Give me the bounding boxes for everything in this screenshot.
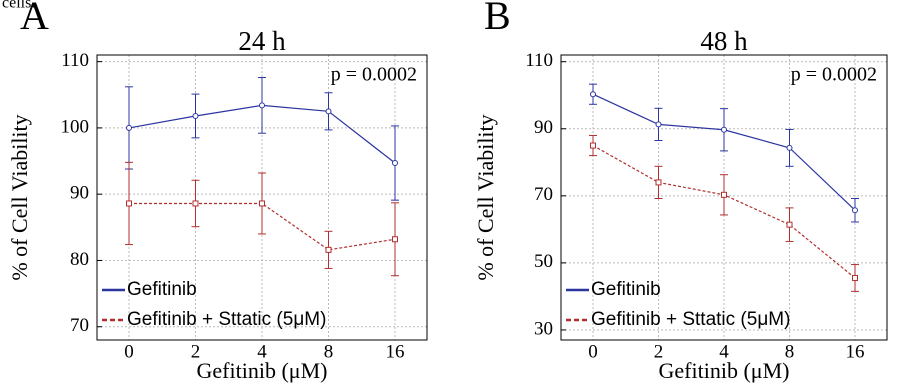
point — [259, 200, 265, 207]
plot-frame — [96, 54, 428, 341]
point — [590, 142, 596, 149]
point — [192, 200, 199, 207]
x-tick-label: 8 — [324, 341, 334, 362]
x-tick-label: 16 — [846, 341, 865, 362]
x-axis-label: Gefitinib (μM) — [659, 358, 790, 383]
point — [259, 102, 265, 109]
x-tick-label: 0 — [588, 341, 598, 362]
y-tick-label: 100 — [61, 116, 90, 137]
x-tick-label: 16 — [386, 341, 405, 362]
point — [126, 124, 132, 131]
caption: cells. — [2, 0, 35, 12]
x-tick-label: 4 — [719, 341, 729, 362]
x-axis-label: Gefitinib (μM) — [197, 358, 328, 383]
y-tick-label: 70 — [534, 184, 553, 205]
legend-label: Gefitinib + Sttatic (5μM) — [591, 309, 790, 330]
point — [786, 144, 793, 151]
point — [655, 179, 662, 186]
point — [392, 160, 398, 167]
annotation: p = 0.0002 — [791, 64, 877, 86]
legend-label: Gefitinib + Sttatic (5μM) — [127, 309, 326, 330]
x-tick-label: 2 — [191, 341, 201, 362]
annotation: p = 0.0002 — [331, 64, 417, 86]
y-tick-label: 90 — [534, 117, 553, 138]
y-tick-label: 110 — [525, 50, 553, 71]
y-tick-label: 70 — [70, 315, 89, 336]
y-tick-label: 80 — [70, 249, 89, 270]
x-tick-label: 4 — [257, 341, 267, 362]
x-tick-label: 8 — [785, 341, 795, 362]
point — [392, 236, 398, 243]
point — [852, 207, 858, 214]
point — [325, 246, 332, 253]
point — [590, 91, 596, 98]
y-tick-label: 110 — [61, 50, 89, 71]
point — [655, 121, 662, 128]
x-tick-label: 0 — [124, 341, 134, 362]
point — [325, 108, 332, 115]
y-tick-label: 30 — [534, 318, 553, 339]
y-tick-label: 50 — [534, 251, 553, 272]
point — [721, 191, 727, 198]
legend-label: Gefitinib — [591, 279, 661, 300]
panel-label: A — [20, 0, 49, 38]
y-tick-label: 90 — [70, 183, 89, 204]
point — [126, 200, 132, 207]
point — [786, 221, 793, 228]
y-axis-label: % of Cell Viability — [473, 114, 498, 280]
panel-label: B — [484, 0, 511, 38]
plot-frame — [560, 54, 888, 341]
point — [721, 126, 727, 133]
legend-label: Gefitinib — [127, 279, 197, 300]
x-tick-label: 2 — [654, 341, 664, 362]
chart-title: 24 h — [238, 26, 286, 56]
point — [852, 274, 858, 281]
y-axis-label: % of Cell Viability — [7, 114, 32, 280]
point — [192, 112, 199, 119]
chart-title: 48 h — [700, 26, 748, 56]
